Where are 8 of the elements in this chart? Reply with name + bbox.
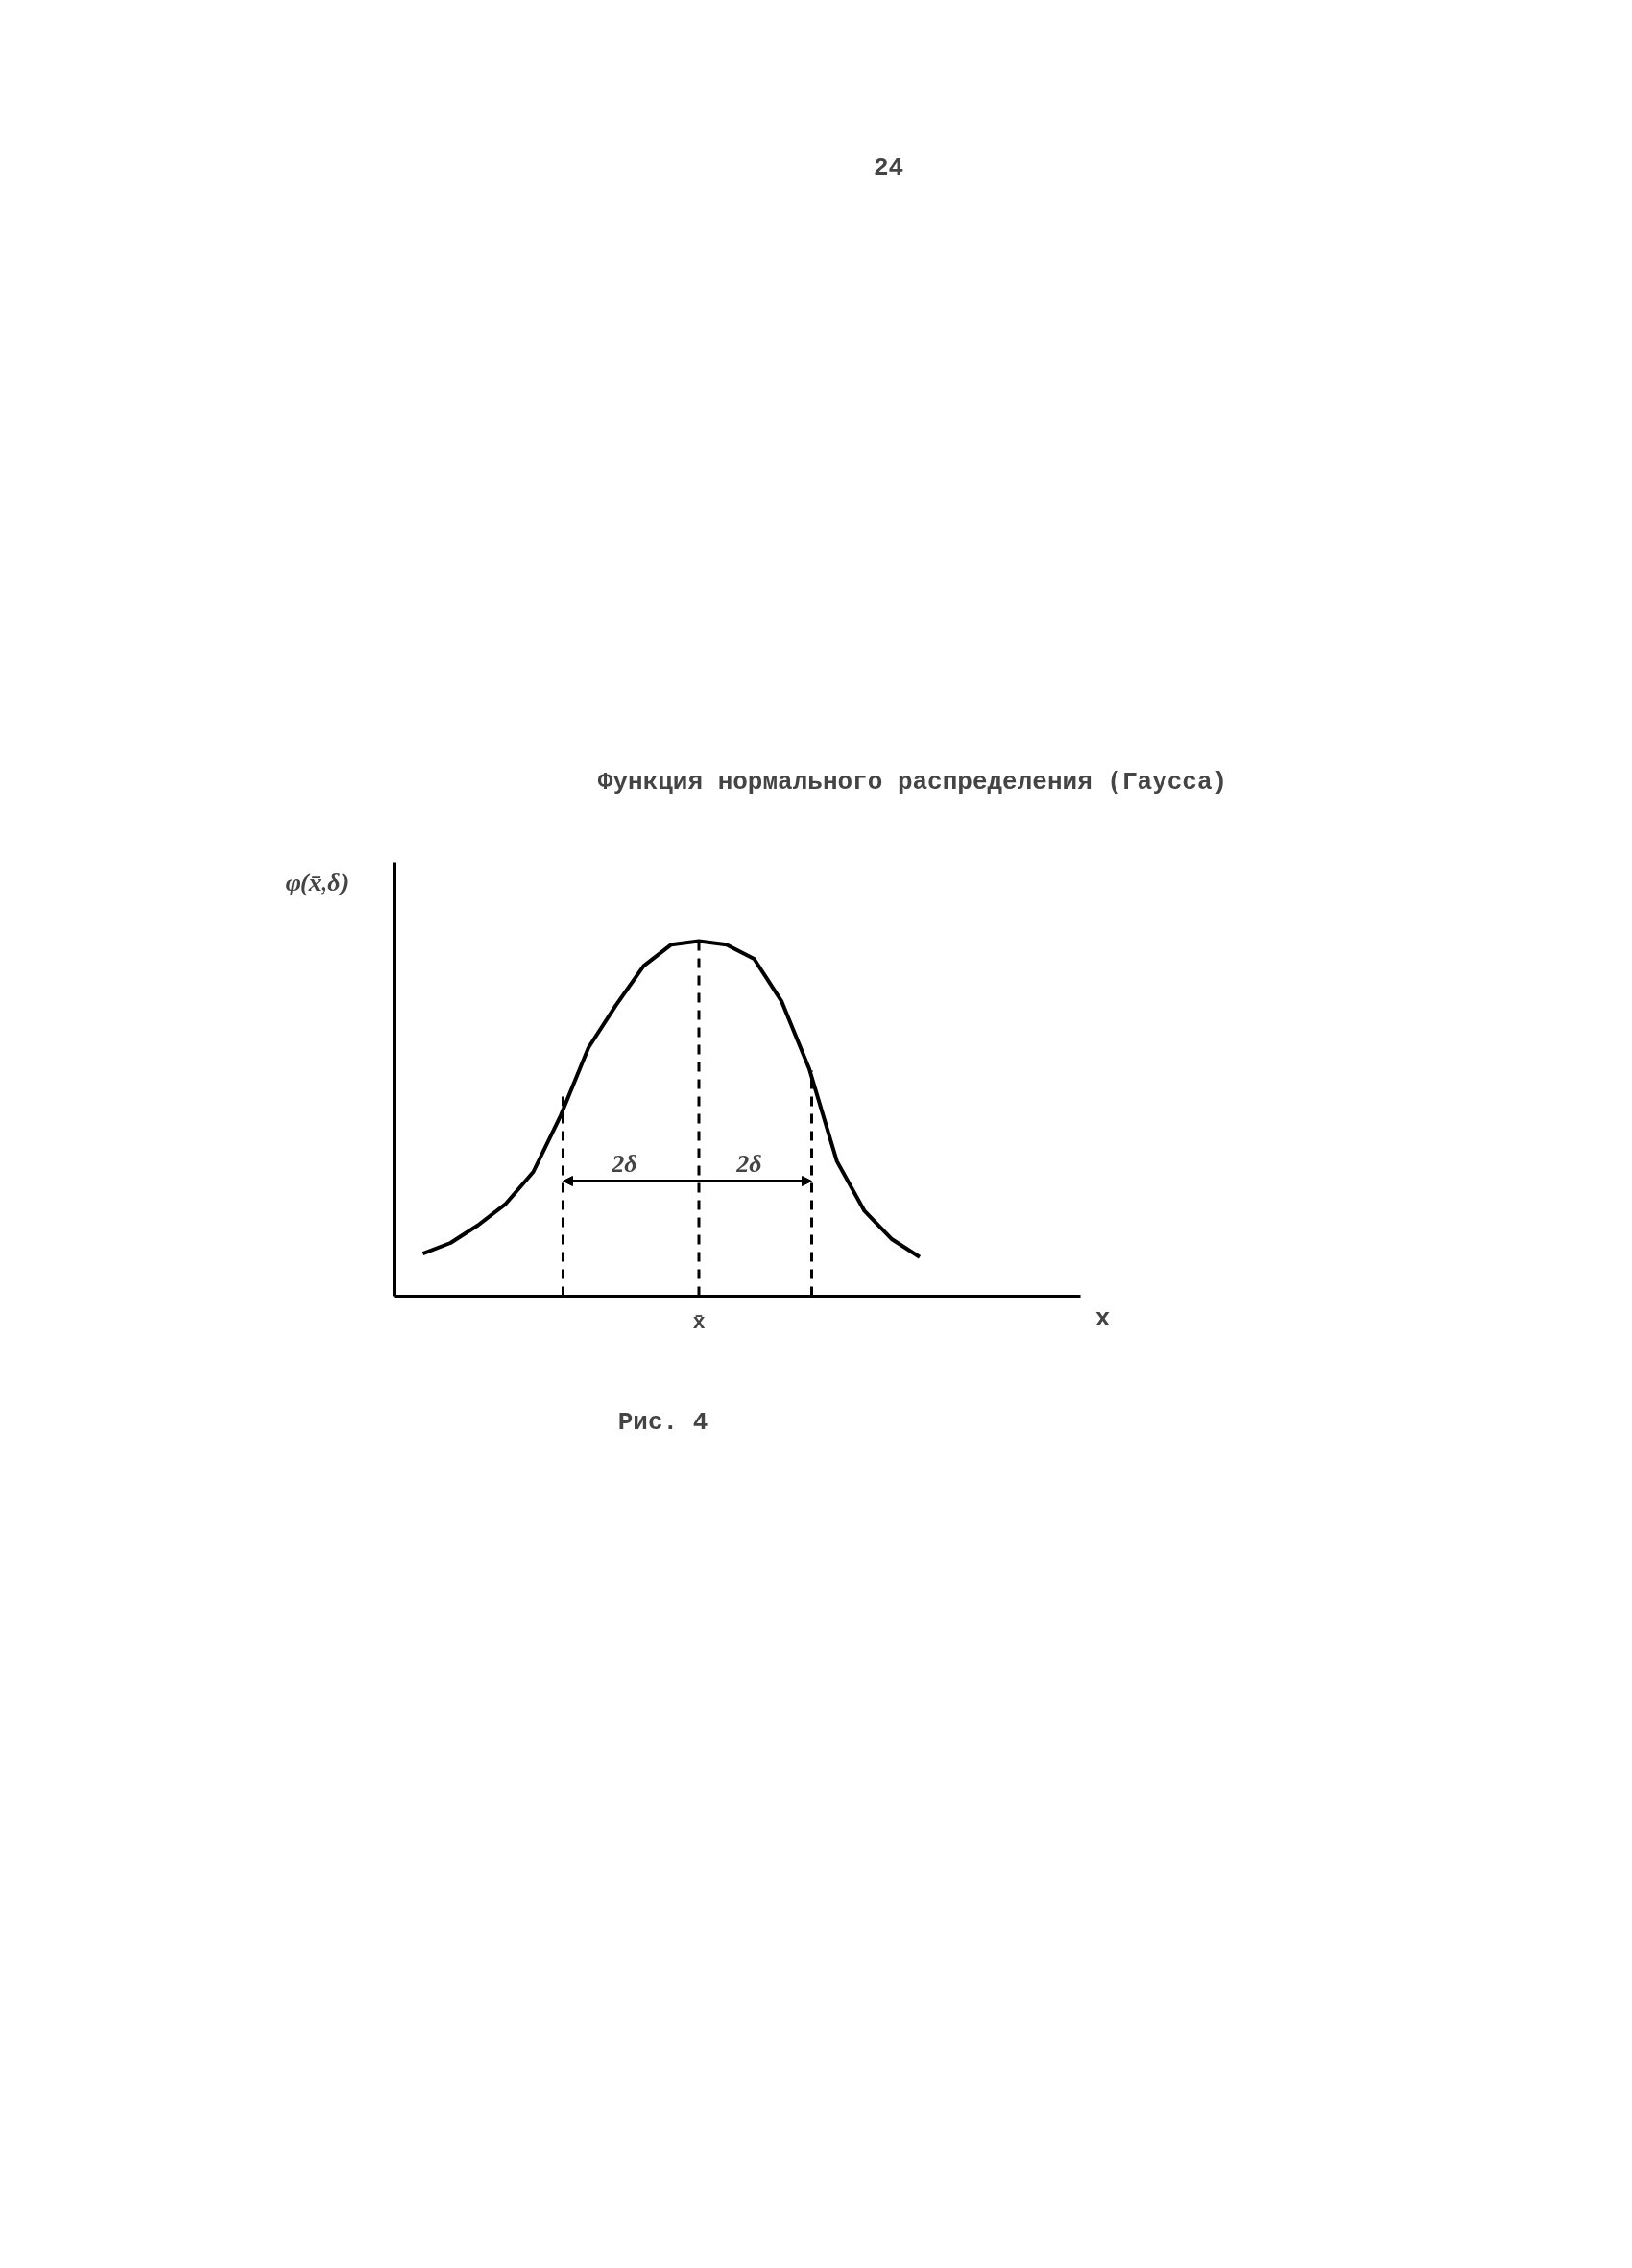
text: 24 <box>873 154 904 182</box>
annotation: 2δ <box>611 1150 637 1178</box>
text: x <box>1094 1303 1111 1333</box>
text: x̄ <box>692 1311 706 1335</box>
y-axis-title: φ(x̄,δ) <box>285 869 349 896</box>
annotation: 2δ <box>735 1150 762 1178</box>
chart-title: Функция нормального распределения (Гаусса) <box>597 767 1228 797</box>
text: Рис. 4 <box>617 1407 708 1437</box>
